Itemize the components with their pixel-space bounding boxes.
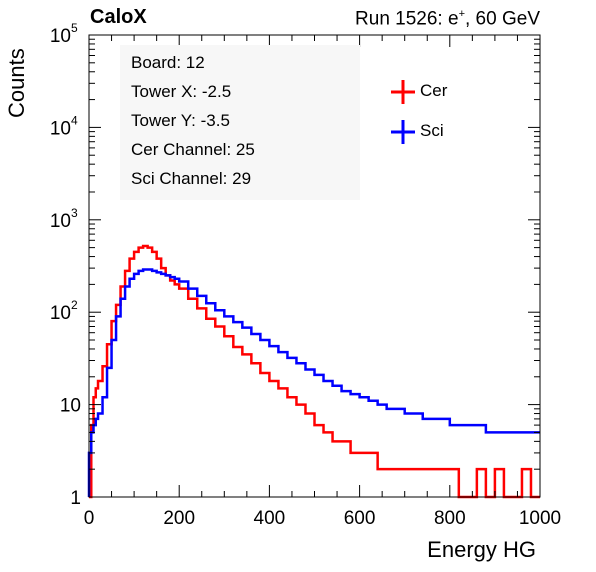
info-tower-y: Tower Y: -3.5 (131, 111, 230, 130)
y-tick-label: 10 (50, 303, 71, 324)
x-tick-label: 1000 (519, 508, 561, 529)
y-tick-label: 10 (50, 118, 71, 139)
y-tick-label-exponent: 2 (71, 298, 78, 312)
run-title-suffix: , 60 GeV (465, 8, 540, 30)
y-tick-label-exponent: 4 (71, 113, 78, 127)
y-tick-label-exponent: 5 (71, 21, 78, 35)
y-tick-label: 10 (60, 396, 81, 417)
x-tick-label: 400 (254, 508, 286, 529)
x-tick-label: 0 (84, 508, 95, 529)
series-cer-line (89, 244, 540, 499)
series-sci-line (87, 268, 540, 497)
run-title-superscript: + (458, 8, 465, 20)
y-axis-label: Counts (4, 48, 29, 118)
y-tick-label: 10 (50, 211, 71, 232)
legend-layer (391, 80, 415, 144)
series-layer (87, 244, 540, 499)
run-title-prefix: Run 1526: e (355, 8, 459, 30)
y-tick-label: 10 (50, 26, 71, 47)
info-tower-x: Tower X: -2.5 (131, 82, 232, 101)
y-tick-label: 1 (70, 488, 81, 509)
x-tick-label: 200 (163, 508, 195, 529)
info-box: Board: 12 Tower X: -2.5 Tower Y: -3.5 Ce… (120, 45, 360, 200)
x-tick-label: 600 (344, 508, 376, 529)
info-sci-channel: Sci Channel: 29 (131, 169, 252, 188)
info-board: Board: 12 (131, 53, 205, 72)
legend-label-sci: Sci (420, 121, 444, 140)
experiment-title: CaloX (90, 6, 147, 28)
legend-label-cer: Cer (420, 81, 448, 100)
x-axis-label: Energy HG (427, 537, 536, 562)
x-tick-label: 800 (434, 508, 466, 529)
info-cer-channel: Cer Channel: 25 (131, 140, 255, 159)
y-tick-label-exponent: 3 (71, 206, 78, 220)
run-title: Run 1526: e+, 60 GeV (355, 8, 540, 30)
